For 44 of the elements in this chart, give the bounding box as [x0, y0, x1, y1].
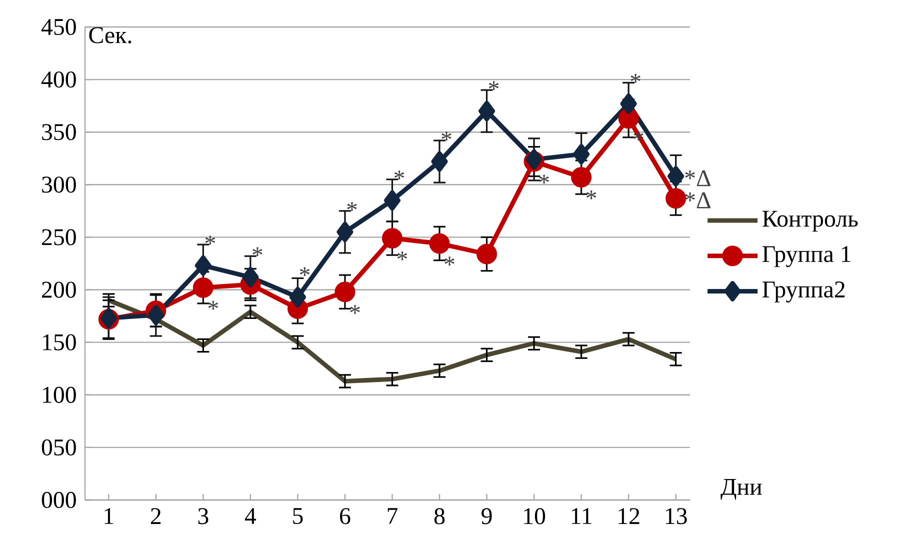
- annotation: *: [205, 236, 216, 244]
- y-tick-label: 200: [42, 282, 76, 298]
- annotation: *: [630, 74, 640, 83]
- x-tick-label: 1: [104, 508, 114, 524]
- legend-label: Контроль: [762, 210, 858, 232]
- annotation: *: [397, 251, 408, 260]
- annotation: *: [394, 170, 404, 180]
- annotation: *: [539, 174, 549, 184]
- y-tick-label: 300: [42, 176, 76, 193]
- annotation: *: [252, 247, 262, 256]
- annotation: *: [300, 267, 310, 276]
- y-tick-label: 150: [43, 334, 76, 350]
- x-tick-label: 2: [150, 508, 161, 524]
- annotation: *: [208, 300, 218, 310]
- annotation: *: [488, 81, 499, 90]
- legend-label: Группа2: [762, 282, 845, 302]
- y-tick-label: 000: [42, 492, 76, 508]
- x-tick-label: 6: [340, 508, 350, 524]
- annotation: *: [350, 305, 360, 314]
- annotation: *Δ: [685, 192, 710, 208]
- y-axis-title: Сек.: [89, 27, 132, 44]
- annotation: *: [347, 202, 357, 211]
- y-tick-label: 250: [42, 229, 76, 246]
- annotation: *: [444, 256, 454, 266]
- y-tick-label: 100: [43, 386, 76, 403]
- x-tick-label: 4: [244, 508, 256, 524]
- x-tick-label: 7: [388, 508, 398, 524]
- x-tick-label: 8: [434, 508, 445, 524]
- annotation: *: [586, 190, 596, 200]
- x-tick-label: 10: [524, 508, 546, 524]
- x-tick-label: 3: [198, 508, 208, 524]
- x-tick-label: 9: [482, 508, 492, 524]
- x-tick-label: 13: [666, 508, 687, 524]
- x-tick-label: 5: [293, 508, 303, 524]
- legend-label: Группа 1: [762, 246, 850, 268]
- annotation: *: [442, 132, 452, 140]
- x-tick-label: 12: [618, 508, 640, 524]
- y-tick-label: 400: [41, 71, 76, 88]
- x-tick-label: 11: [572, 508, 592, 524]
- annotation: *Δ: [685, 170, 710, 186]
- y-tick-label: 050: [42, 439, 76, 456]
- y-tick-label: 350: [42, 124, 76, 140]
- y-tick-label: 450: [41, 18, 76, 36]
- x-axis-title: Дни: [720, 479, 762, 500]
